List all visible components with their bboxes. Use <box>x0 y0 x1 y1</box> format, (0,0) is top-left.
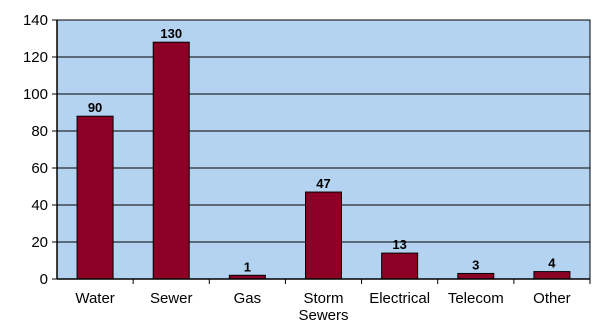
data-labels: 90 130 1 47 13 3 4 <box>88 26 556 274</box>
bar <box>305 191 342 280</box>
y-tick-label: 0 <box>40 271 48 288</box>
bar <box>152 41 190 280</box>
data-label: 90 <box>88 100 102 115</box>
y-tick-label: 40 <box>31 197 48 214</box>
bar <box>457 272 495 280</box>
x-tick-label: Other <box>533 290 571 307</box>
x-tick-label: Telecom <box>448 290 504 307</box>
data-label: 13 <box>392 237 406 252</box>
data-label: 130 <box>160 26 182 41</box>
y-tick-label: 100 <box>23 86 48 103</box>
y-tick-label: 20 <box>31 234 48 251</box>
x-tick-label: Sewers <box>298 307 348 324</box>
bars <box>76 41 571 280</box>
data-label: 47 <box>316 176 330 191</box>
y-tick-label: 140 <box>23 12 48 29</box>
bar <box>76 115 114 280</box>
x-tick-label: Sewer <box>150 290 193 307</box>
data-label: 4 <box>548 256 556 271</box>
x-tick-label: Electrical <box>369 290 430 307</box>
data-label: 3 <box>472 257 479 272</box>
y-axis-tick-labels: 0 20 40 60 80 100 120 140 <box>23 12 48 288</box>
y-tick-label: 120 <box>23 49 48 66</box>
x-tick-label: Water <box>75 290 114 307</box>
x-tick-label: Storm <box>303 290 343 307</box>
x-tick-label: Gas <box>234 290 262 307</box>
bar <box>381 252 419 280</box>
y-tick-label: 60 <box>31 160 48 177</box>
data-label: 1 <box>244 259 251 274</box>
bar <box>533 271 571 280</box>
y-tick-label: 80 <box>31 123 48 140</box>
